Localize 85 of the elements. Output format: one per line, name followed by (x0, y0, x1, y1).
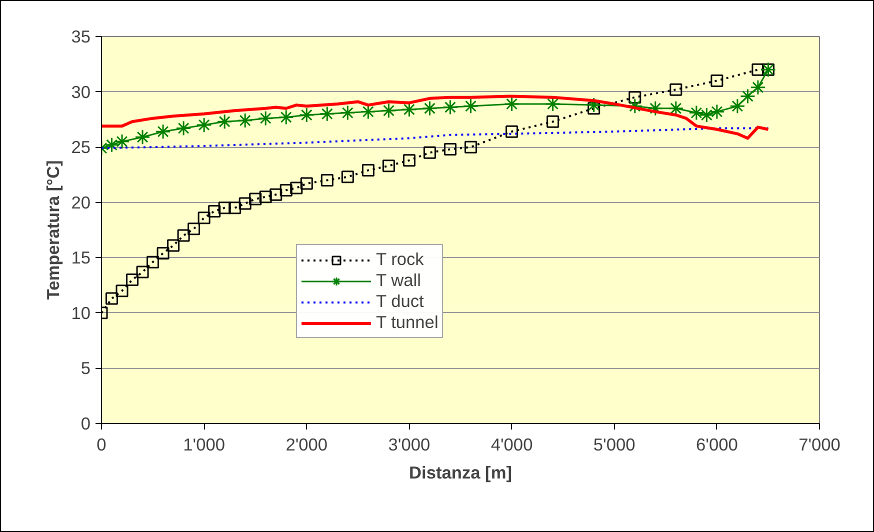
legend-label: T duct (376, 291, 424, 312)
x-tick-label: 6'000 (696, 434, 738, 454)
x-tick-label: 3'000 (388, 434, 430, 454)
point (156, 246, 170, 260)
point (464, 140, 478, 154)
point (319, 106, 335, 122)
point (423, 146, 436, 159)
point (188, 222, 200, 236)
x-tick-label: 7'000 (798, 434, 840, 454)
point (114, 134, 130, 150)
point (752, 63, 764, 76)
point (670, 83, 682, 96)
y-tick-label: 10 (71, 302, 91, 323)
y-tick-label: 20 (71, 192, 91, 212)
x-tick-label: 2'000 (286, 434, 328, 454)
point (546, 115, 560, 128)
point (290, 182, 303, 194)
point (382, 160, 395, 172)
point (116, 284, 128, 298)
point (380, 102, 396, 118)
point (504, 96, 520, 112)
legend-label: T tunnel (376, 312, 438, 333)
y-tick-label: 0 (80, 414, 91, 434)
point (463, 98, 479, 114)
point (750, 80, 766, 96)
point (259, 190, 272, 204)
point (136, 266, 149, 278)
line-series (102, 94, 770, 140)
point (730, 98, 746, 114)
x-tick-label: 5'000 (593, 434, 636, 454)
point (167, 239, 180, 252)
point (341, 170, 354, 184)
point (228, 202, 242, 214)
point (278, 109, 294, 125)
point (270, 188, 282, 201)
point (588, 102, 600, 115)
x-tick-label: 1'000 (183, 434, 226, 454)
point (648, 100, 664, 116)
point (238, 197, 252, 210)
point (586, 97, 602, 113)
x-axis-title: Distanza [m] (408, 462, 512, 482)
point (402, 154, 416, 167)
point (258, 110, 274, 126)
point (104, 137, 120, 153)
point (710, 74, 724, 87)
point (740, 88, 756, 104)
point (422, 100, 438, 116)
point (196, 117, 212, 133)
point (340, 105, 356, 121)
point (208, 204, 221, 218)
y-tick-label: 35 (71, 26, 91, 46)
point (106, 292, 118, 305)
y-tick-label: 15 (71, 248, 91, 268)
point (155, 124, 171, 140)
point (444, 143, 456, 156)
y-tick-label: 30 (71, 82, 91, 102)
y-axis-title: Temperatura [°C] (43, 160, 64, 300)
y-tick-label: 25 (71, 137, 91, 158)
legend-label: T rock (376, 249, 424, 270)
point (176, 120, 192, 136)
point (698, 107, 714, 123)
point (627, 98, 643, 114)
point (237, 112, 253, 128)
point (688, 105, 704, 121)
point (298, 107, 314, 123)
x-tick-label: 0 (96, 434, 106, 454)
point (506, 125, 518, 138)
point (126, 274, 139, 286)
point (320, 174, 334, 186)
point (218, 202, 231, 214)
point (709, 104, 725, 120)
x-tick-label: 4'000 (490, 434, 533, 454)
point (198, 212, 210, 224)
point (442, 100, 458, 116)
point (249, 192, 262, 206)
point (177, 229, 190, 242)
point (628, 91, 642, 104)
point (300, 177, 313, 190)
point (146, 256, 160, 268)
point (362, 164, 374, 177)
legend-label: T wall (376, 270, 421, 291)
point (280, 184, 292, 196)
point (216, 114, 232, 130)
point (134, 129, 150, 145)
y-tick-label: 5 (80, 358, 91, 378)
